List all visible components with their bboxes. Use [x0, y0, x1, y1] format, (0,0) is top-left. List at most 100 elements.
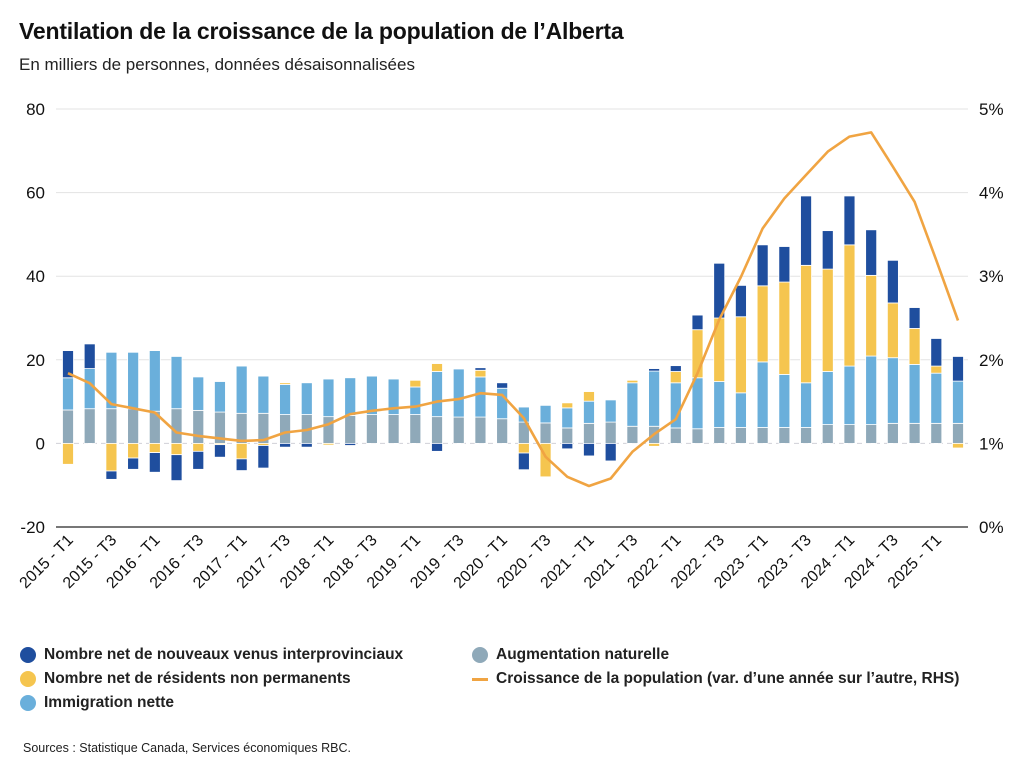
y2-tick-label: 1% — [979, 434, 1004, 453]
y-tick-label: -20 — [20, 518, 45, 537]
bar-interprov — [431, 442, 443, 452]
bar-npr — [431, 363, 443, 372]
chart-subtitle: En milliers de personnes, données désais… — [19, 55, 415, 74]
bar-interprov — [821, 230, 834, 270]
bar-natural — [387, 414, 400, 444]
bar-immigration — [691, 377, 704, 430]
bar-interprov — [170, 454, 183, 482]
bar-npr — [170, 442, 183, 456]
bar-interprov — [344, 442, 357, 446]
bar-immigration — [648, 370, 660, 427]
bar-natural — [583, 422, 595, 444]
bar-npr — [235, 442, 248, 460]
bar-interprov — [214, 444, 226, 458]
bar-immigration — [170, 356, 183, 410]
y-axis-right: 0% 1% 2% 3% 4% 5% — [979, 100, 1004, 537]
legend-item-growth[interactable]: Croissance de la population (var. d’une … — [472, 670, 959, 688]
legend-label: Croissance de la population (var. d’une … — [496, 670, 960, 687]
bar-npr — [778, 281, 791, 375]
y-axis-left: -20 0 20 40 60 80 — [20, 100, 45, 537]
y-tick-label: 0 — [36, 434, 45, 453]
bar-interprov — [604, 442, 617, 462]
bar-npr — [843, 244, 856, 367]
bar-interprov — [148, 452, 161, 473]
bar-natural — [279, 414, 291, 444]
bar-interprov — [105, 470, 118, 480]
bar-npr — [322, 442, 335, 446]
legend: Nombre net de nouveaux venus interprovin… — [20, 646, 1020, 726]
bar-natural — [821, 424, 834, 444]
bar-natural — [235, 412, 248, 444]
bar-natural — [127, 408, 140, 444]
bar-immigration — [235, 365, 248, 414]
bar-interprov — [496, 382, 509, 389]
bar-immigration — [604, 399, 617, 423]
bar-immigration — [778, 374, 791, 428]
legend-item-interprov[interactable]: Nombre net de nouveaux venus interprovin… — [20, 646, 403, 664]
legend-item-npr[interactable]: Nombre net de résidents non permanents — [20, 670, 351, 688]
bar-interprov — [648, 368, 660, 372]
bar-immigration — [192, 376, 205, 411]
circle-icon — [20, 695, 36, 711]
bar-npr — [821, 268, 834, 372]
bar-natural — [865, 424, 878, 444]
legend-item-immigration[interactable]: Immigration nette — [20, 694, 174, 712]
bar-npr — [517, 442, 530, 454]
gridlines — [56, 108, 968, 528]
bar-npr — [561, 402, 574, 409]
bar-interprov — [843, 195, 856, 246]
legend-item-natural[interactable]: Augmentation naturelle — [472, 646, 669, 664]
bar-immigration — [908, 363, 921, 424]
bar-natural — [756, 427, 769, 444]
bar-immigration — [387, 378, 400, 415]
bar-interprov — [669, 365, 682, 372]
bar-npr — [952, 442, 964, 449]
bar-interprov — [735, 284, 747, 318]
bar-immigration — [539, 404, 552, 424]
bar-immigration — [300, 382, 313, 415]
legend-label: Nombre net de résidents non permanents — [44, 670, 351, 687]
y2-tick-label: 0% — [979, 518, 1004, 537]
y-tick-label: 60 — [26, 184, 45, 203]
bar-natural — [561, 427, 574, 444]
bar-natural — [452, 416, 465, 444]
bar-npr — [474, 369, 487, 378]
bar-natural — [344, 414, 357, 444]
circle-icon — [20, 647, 36, 663]
y-tick-label: 40 — [26, 267, 45, 286]
bar-npr — [192, 442, 205, 452]
y2-tick-label: 5% — [979, 100, 1004, 119]
bar-immigration — [105, 351, 118, 410]
legend-label: Augmentation naturelle — [496, 646, 670, 663]
bar-natural — [192, 409, 205, 444]
bar-interprov — [474, 367, 487, 371]
bar-natural — [778, 427, 791, 444]
bar-interprov — [778, 246, 791, 283]
bar-natural — [800, 427, 812, 444]
bar-npr — [756, 285, 769, 363]
bar-natural — [691, 428, 704, 444]
bar-immigration — [474, 376, 487, 418]
line-icon — [472, 677, 488, 681]
chart-title: Ventilation de la croissance de la popul… — [19, 18, 624, 44]
bar-immigration — [148, 350, 161, 412]
bar-interprov — [583, 442, 595, 457]
bar-natural — [409, 414, 422, 444]
bar-interprov — [886, 259, 899, 304]
bar-immigration — [800, 382, 812, 428]
bar-immigration — [517, 406, 530, 423]
y2-tick-label: 2% — [979, 351, 1004, 370]
bar-interprov — [561, 442, 574, 450]
bar-immigration — [127, 351, 140, 410]
bar-npr — [583, 391, 595, 402]
bar-interprov — [908, 307, 921, 329]
bar-natural — [669, 427, 682, 444]
growth-line — [67, 131, 960, 488]
bar-immigration — [431, 371, 443, 418]
bar-immigration — [62, 377, 74, 411]
bar-immigration — [843, 365, 856, 425]
bar-immigration — [735, 392, 747, 428]
bar-immigration — [952, 380, 964, 424]
bar-npr — [865, 274, 878, 357]
bar-natural — [322, 416, 335, 444]
